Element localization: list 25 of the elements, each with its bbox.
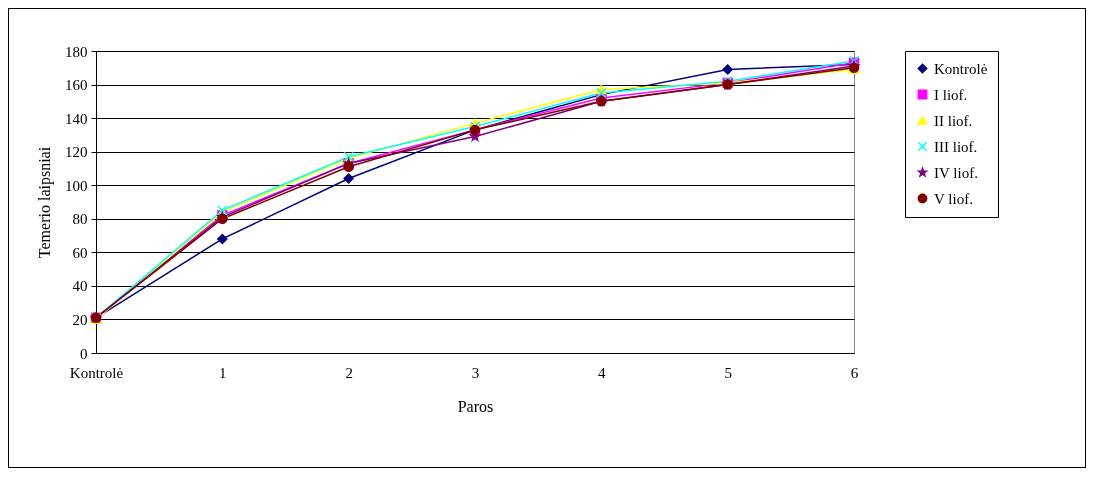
x-tick-label: 6 (850, 364, 859, 381)
legend-label: IV liof. (934, 164, 978, 181)
y-tick-label: 20 (72, 311, 88, 328)
legend-label: Kontrolė (934, 60, 988, 77)
y-tick-label: 40 (72, 278, 88, 295)
y-tick-label: 60 (72, 244, 88, 261)
y-tick-label: 160 (65, 77, 88, 94)
x-axis-title: Paros (457, 397, 494, 415)
x-tick-label: Kontrolė (69, 364, 124, 381)
legend-label: I liof. (934, 86, 968, 103)
legend-label: V liof. (934, 190, 973, 207)
y-tick-label: 180 (65, 43, 88, 60)
x-tick-label: 5 (724, 364, 732, 381)
x-tick-label: 3 (471, 364, 480, 381)
y-tick-label: 120 (65, 144, 88, 161)
legend-label: II liof. (934, 112, 973, 129)
x-tick-label: 1 (219, 364, 227, 381)
y-tick-label: 140 (65, 110, 88, 127)
legend-label: III liof. (934, 138, 978, 155)
y-tick-label: 80 (72, 211, 88, 228)
y-tick-label: 100 (65, 177, 88, 194)
x-tick-label: 2 (345, 364, 353, 381)
y-axis-title: Temerio laipsniai (36, 146, 54, 259)
x-tick-label: 4 (598, 364, 607, 381)
y-tick-label: 0 (80, 345, 88, 362)
